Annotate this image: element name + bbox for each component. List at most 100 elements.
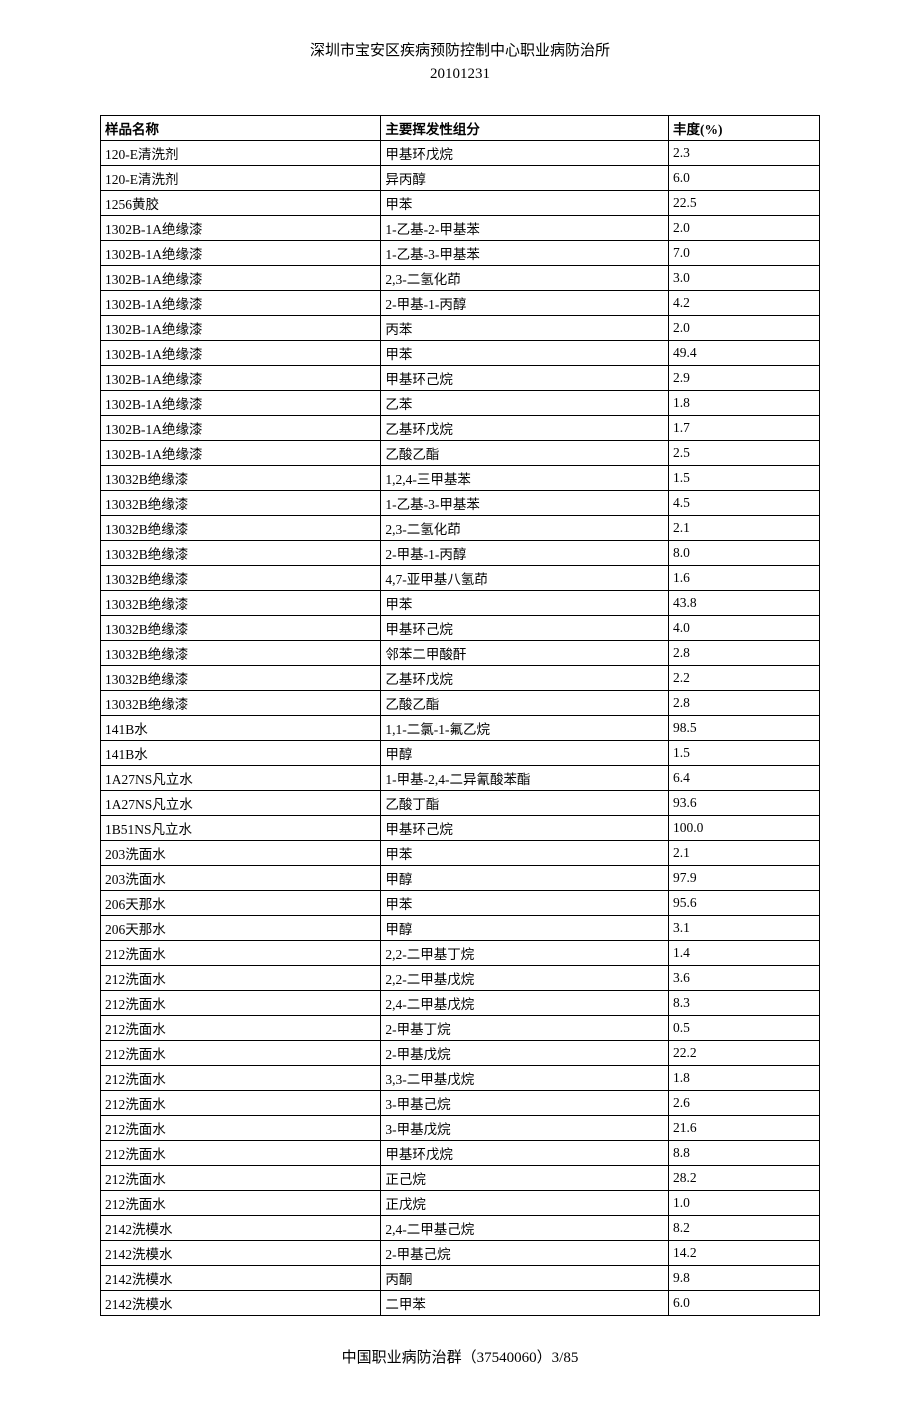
cell-sample: 206天那水 <box>101 916 381 941</box>
cell-abundance: 2.8 <box>669 691 820 716</box>
cell-abundance: 0.5 <box>669 1016 820 1041</box>
cell-abundance: 22.2 <box>669 1041 820 1066</box>
cell-component: 甲醇 <box>381 866 669 891</box>
table-row: 2142洗模水丙酮9.8 <box>101 1266 820 1291</box>
cell-abundance: 1.7 <box>669 416 820 441</box>
cell-abundance: 14.2 <box>669 1241 820 1266</box>
cell-sample: 120-E清洗剂 <box>101 166 381 191</box>
cell-component: 2,4-二甲基己烷 <box>381 1216 669 1241</box>
cell-component: 乙酸乙酯 <box>381 441 669 466</box>
cell-component: 异丙醇 <box>381 166 669 191</box>
table-row: 212洗面水3-甲基己烷2.6 <box>101 1091 820 1116</box>
cell-abundance: 3.1 <box>669 916 820 941</box>
cell-abundance: 2.1 <box>669 516 820 541</box>
cell-sample: 212洗面水 <box>101 966 381 991</box>
cell-component: 乙酸乙酯 <box>381 691 669 716</box>
table-row: 212洗面水2,2-二甲基戊烷3.6 <box>101 966 820 991</box>
cell-sample: 212洗面水 <box>101 1016 381 1041</box>
cell-component: 丙苯 <box>381 316 669 341</box>
cell-sample: 13032B绝缘漆 <box>101 641 381 666</box>
cell-component: 1,1-二氯-1-氟乙烷 <box>381 716 669 741</box>
cell-abundance: 8.8 <box>669 1141 820 1166</box>
table-row: 212洗面水正戊烷1.0 <box>101 1191 820 1216</box>
table-row: 2142洗模水二甲苯6.0 <box>101 1291 820 1316</box>
cell-abundance: 2.1 <box>669 841 820 866</box>
cell-sample: 1302B-1A绝缘漆 <box>101 291 381 316</box>
column-header-component: 主要挥发性组分 <box>381 116 669 141</box>
cell-abundance: 9.8 <box>669 1266 820 1291</box>
cell-sample: 206天那水 <box>101 891 381 916</box>
cell-abundance: 4.0 <box>669 616 820 641</box>
cell-component: 甲苯 <box>381 841 669 866</box>
table-row: 13032B绝缘漆4,7-亚甲基八氢茚1.6 <box>101 566 820 591</box>
table-row: 1302B-1A绝缘漆2,3-二氢化茚3.0 <box>101 266 820 291</box>
cell-component: 2,2-二甲基丁烷 <box>381 941 669 966</box>
cell-sample: 1302B-1A绝缘漆 <box>101 366 381 391</box>
cell-abundance: 2.0 <box>669 216 820 241</box>
cell-sample: 1256黄胶 <box>101 191 381 216</box>
table-body: 120-E清洗剂甲基环戊烷2.3120-E清洗剂异丙醇6.01256黄胶甲苯22… <box>101 141 820 1316</box>
table-row: 1256黄胶甲苯22.5 <box>101 191 820 216</box>
cell-abundance: 1.5 <box>669 741 820 766</box>
cell-abundance: 43.8 <box>669 591 820 616</box>
cell-sample: 141B水 <box>101 716 381 741</box>
cell-sample: 13032B绝缘漆 <box>101 491 381 516</box>
cell-component: 1,2,4-三甲基苯 <box>381 466 669 491</box>
cell-abundance: 8.2 <box>669 1216 820 1241</box>
cell-component: 邻苯二甲酸酐 <box>381 641 669 666</box>
table-row: 212洗面水2,4-二甲基戊烷8.3 <box>101 991 820 1016</box>
table-row: 1302B-1A绝缘漆2-甲基-1-丙醇4.2 <box>101 291 820 316</box>
table-row: 1302B-1A绝缘漆乙苯1.8 <box>101 391 820 416</box>
cell-component: 甲基环己烷 <box>381 366 669 391</box>
cell-sample: 212洗面水 <box>101 1191 381 1216</box>
cell-component: 甲基环己烷 <box>381 816 669 841</box>
cell-sample: 13032B绝缘漆 <box>101 591 381 616</box>
cell-abundance: 1.4 <box>669 941 820 966</box>
cell-sample: 120-E清洗剂 <box>101 141 381 166</box>
cell-sample: 13032B绝缘漆 <box>101 516 381 541</box>
cell-component: 1-乙基-3-甲基苯 <box>381 491 669 516</box>
cell-component: 甲苯 <box>381 591 669 616</box>
cell-component: 甲基环戊烷 <box>381 141 669 166</box>
header-title: 深圳市宝安区疾病预防控制中心职业病防治所 <box>100 40 820 63</box>
column-header-sample: 样品名称 <box>101 116 381 141</box>
table-row: 1302B-1A绝缘漆1-乙基-2-甲基苯2.0 <box>101 216 820 241</box>
cell-component: 甲基环戊烷 <box>381 1141 669 1166</box>
table-row: 120-E清洗剂甲基环戊烷2.3 <box>101 141 820 166</box>
cell-component: 二甲苯 <box>381 1291 669 1316</box>
cell-component: 正戊烷 <box>381 1191 669 1216</box>
cell-abundance: 8.3 <box>669 991 820 1016</box>
table-row: 13032B绝缘漆乙基环戊烷2.2 <box>101 666 820 691</box>
cell-sample: 212洗面水 <box>101 1141 381 1166</box>
table-row: 203洗面水甲醇97.9 <box>101 866 820 891</box>
cell-abundance: 1.8 <box>669 391 820 416</box>
cell-sample: 212洗面水 <box>101 1041 381 1066</box>
cell-sample: 13032B绝缘漆 <box>101 616 381 641</box>
cell-abundance: 2.3 <box>669 141 820 166</box>
cell-sample: 1302B-1A绝缘漆 <box>101 416 381 441</box>
cell-component: 2,3-二氢化茚 <box>381 266 669 291</box>
cell-abundance: 1.8 <box>669 1066 820 1091</box>
cell-sample: 13032B绝缘漆 <box>101 466 381 491</box>
cell-component: 2,4-二甲基戊烷 <box>381 991 669 1016</box>
cell-component: 2-甲基己烷 <box>381 1241 669 1266</box>
cell-abundance: 3.0 <box>669 266 820 291</box>
cell-abundance: 21.6 <box>669 1116 820 1141</box>
cell-component: 甲醇 <box>381 741 669 766</box>
footer-text: 中国职业病防治群（37540060）3/85 <box>342 1350 579 1366</box>
table-row: 2142洗模水2,4-二甲基己烷8.2 <box>101 1216 820 1241</box>
header-date: 20101231 <box>100 63 820 86</box>
table-row: 141B水1,1-二氯-1-氟乙烷98.5 <box>101 716 820 741</box>
cell-component: 正己烷 <box>381 1166 669 1191</box>
table-row: 206天那水甲苯95.6 <box>101 891 820 916</box>
table-row: 1302B-1A绝缘漆丙苯2.0 <box>101 316 820 341</box>
cell-component: 2,3-二氢化茚 <box>381 516 669 541</box>
cell-abundance: 49.4 <box>669 341 820 366</box>
table-row: 203洗面水甲苯2.1 <box>101 841 820 866</box>
cell-sample: 13032B绝缘漆 <box>101 541 381 566</box>
cell-sample: 13032B绝缘漆 <box>101 666 381 691</box>
table-row: 141B水甲醇1.5 <box>101 741 820 766</box>
column-header-abundance: 丰度(%) <box>669 116 820 141</box>
cell-abundance: 1.5 <box>669 466 820 491</box>
cell-abundance: 1.6 <box>669 566 820 591</box>
